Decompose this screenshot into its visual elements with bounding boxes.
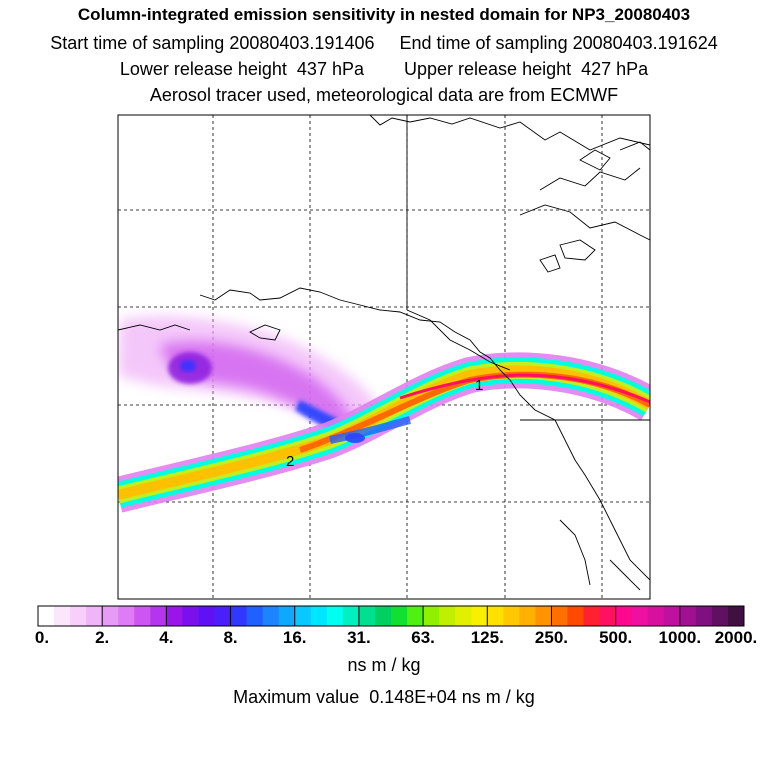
release-marker-1: 1 [475,377,483,394]
sampling-times: Start time of sampling 20080403.191406 E… [0,33,768,54]
colorbar-cell [647,606,665,626]
colorbar-tick-label: 1000. [658,628,702,647]
colorbar-cell [679,606,697,626]
chart-title: Column-integrated emission sensitivity i… [77,5,691,24]
colorbar-cell [166,606,183,626]
colorbar-cell [294,606,312,626]
colorbar-tick-label: 250. [534,628,568,647]
colorbar-cell [342,606,360,626]
tracer-note: Aerosol tracer used, meteorological data… [149,85,619,105]
colorbar-cell [423,606,440,626]
colorbar-tick-label: 63. [411,628,435,647]
colorbar-cell [583,606,601,626]
colorbar-tick-label: 125. [470,628,504,647]
release-marker-2: 2 [286,453,294,470]
colorbar-cell [535,606,552,626]
colorbar-cell [310,606,328,626]
colorbar-tick-label: 0. [34,628,50,647]
colorbar-cell [727,606,745,626]
colorbar-tick-label: 4. [159,628,174,647]
colorbar-cell [182,606,199,626]
colorbar-cell [326,606,344,626]
colorbar-cell [615,606,633,626]
colorbar-cell [278,606,296,626]
colorbar-cell [214,606,232,626]
colorbar-cell [102,606,119,626]
colorbar-cell [374,606,392,626]
maximum-value-label: Maximum value 0.148E+04 ns m / kg [233,687,535,707]
colorbar-cell [230,606,248,626]
colorbar-cell [711,606,729,626]
colorbar-cell [391,606,408,626]
colorbar-cell [54,606,71,626]
colorbar-tick-label: 2000. [714,628,758,647]
release-heights: Lower release height 437 hPa Upper relea… [0,59,768,80]
colorbar-cell [262,606,280,626]
colorbar-cell [551,606,568,626]
map-frame [117,114,651,600]
colorbar-cell [38,606,55,626]
colorbar-cell [134,606,151,626]
colorbar-cell [487,606,504,626]
colorbar-cell [198,606,215,626]
colorbar-cell [567,606,585,626]
end-time-label: End time of sampling 20080403.191624 [399,33,718,53]
start-time-label: Start time of sampling 20080403.191406 [50,33,375,53]
colorbar-cell [439,606,456,626]
colorbar-cell [471,606,488,626]
lower-release-label: Lower release height 437 hPa [119,59,364,79]
colorbar-cell [503,606,520,626]
colorbar-cell [663,606,681,626]
colorbar-tick-label: 31. [347,628,371,647]
colorbar-cell [358,606,376,626]
colorbar-cell [695,606,713,626]
colorbar-unit: ns m / kg [347,655,421,675]
colorbar-cell [246,606,264,626]
colorbar-tick-label: 2. [95,628,110,647]
colorbar-cell [118,606,135,626]
colorbar-frame [37,605,745,627]
emission-plume [118,316,650,513]
colorbar-cell [150,606,167,626]
colorbar-cell [519,606,536,626]
colorbar-tick-label: 16. [282,628,307,647]
colorbar-cell [455,606,472,626]
colorbar-cell [631,606,649,626]
upper-release-label: Upper release height 427 hPa [404,59,649,79]
colorbar-cell [599,606,617,626]
colorbar-cell [70,606,87,626]
colorbar-tick-label: 500. [599,628,633,647]
coastlines [118,115,650,591]
colorbar-tick-label: 8. [223,628,238,647]
colorbar-cell [407,606,424,626]
colorbar-cell [86,606,103,626]
